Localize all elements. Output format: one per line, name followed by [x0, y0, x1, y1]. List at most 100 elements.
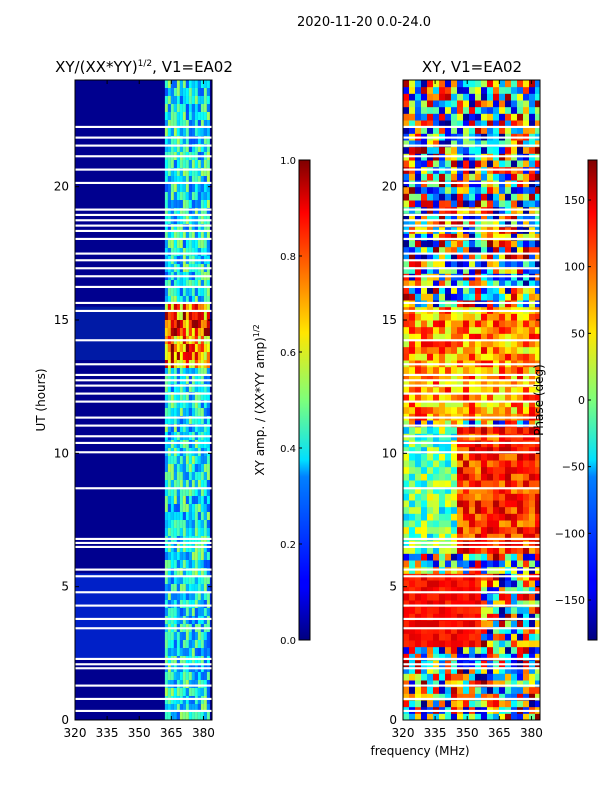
- amplitude-cell: [176, 352, 180, 360]
- phase-cell: [493, 553, 499, 561]
- amplitude-cell: [203, 112, 207, 120]
- amplitude-cell: [197, 280, 201, 288]
- amplitude-cell: [185, 328, 189, 336]
- phase-cell: [493, 446, 499, 454]
- amplitude-cell: [182, 392, 186, 400]
- amplitude-cell: [170, 560, 174, 568]
- phase-cell: [481, 326, 487, 334]
- phase-cell: [469, 446, 475, 454]
- phase-cell: [469, 100, 475, 108]
- amplitude-cell: [176, 456, 180, 464]
- phase-cell: [469, 186, 475, 194]
- phase-cell: [415, 113, 421, 121]
- phase-cell: [403, 620, 409, 628]
- phase-cell: [493, 113, 499, 121]
- phase-cell: [505, 466, 511, 474]
- phase-cell: [487, 173, 493, 181]
- flagged-gap: [75, 219, 212, 222]
- amplitude-cell: [203, 224, 207, 232]
- amplitude-cell: [191, 312, 195, 320]
- phase-cell: [403, 86, 409, 94]
- amplitude-cell: [164, 480, 168, 488]
- amplitude-cell: [197, 648, 201, 656]
- amplitude-cell: [191, 576, 195, 584]
- phase-cell: [403, 353, 409, 361]
- amplitude-cell: [200, 384, 204, 392]
- phase-cell: [409, 113, 415, 121]
- phase-cell: [427, 233, 433, 241]
- phase-cell: [475, 506, 481, 514]
- phase-cell: [481, 93, 487, 101]
- amplitude-cell: [200, 520, 204, 528]
- phase-cell: [517, 313, 523, 321]
- phase-cell: [523, 366, 529, 374]
- amplitude-cell: [197, 496, 201, 504]
- phase-cell: [415, 473, 421, 481]
- phase-cell: [523, 426, 529, 434]
- phase-cell: [433, 120, 439, 128]
- amplitude-cell: [176, 344, 180, 352]
- phase-cell: [469, 126, 475, 134]
- phase-cell: [469, 246, 475, 254]
- phase-cell: [487, 213, 493, 221]
- amplitude-cell: [173, 240, 177, 248]
- amplitude-cell: [194, 648, 198, 656]
- phase-cell: [415, 580, 421, 588]
- amplitude-cell: [185, 96, 189, 104]
- phase-cell: [499, 140, 505, 148]
- amplitude-cell: [200, 344, 204, 352]
- phase-cell: [505, 253, 511, 261]
- phase-cell: [415, 680, 421, 688]
- phase-cell: [481, 353, 487, 361]
- phase-cell: [451, 560, 457, 568]
- phase-cell: [469, 686, 475, 694]
- phase-cell: [493, 613, 499, 621]
- phase-cell: [433, 480, 439, 488]
- flagged-gap: [75, 208, 212, 211]
- phase-cell: [499, 526, 505, 534]
- phase-cell: [493, 380, 499, 388]
- phase-cell: [451, 426, 457, 434]
- amplitude-cell: [170, 672, 174, 680]
- phase-cell: [421, 480, 427, 488]
- amplitude-cell: [191, 288, 195, 296]
- phase-cell: [415, 400, 421, 408]
- phase-cell: [457, 460, 463, 468]
- phase-cell: [535, 80, 540, 88]
- amplitude-cell: [170, 296, 174, 304]
- amplitude-cell: [188, 512, 192, 520]
- amplitude-cell: [182, 464, 186, 472]
- amplitude-cell: [191, 120, 195, 128]
- phase-cell: [427, 186, 433, 194]
- phase-cell: [409, 500, 415, 508]
- amplitude-cell: [182, 704, 186, 712]
- phase-cell: [475, 126, 481, 134]
- amplitude-cell: [188, 560, 192, 568]
- amplitude-cell: [203, 704, 207, 712]
- amplitude-cell: [173, 496, 177, 504]
- amplitude-cell: [203, 408, 207, 416]
- phase-cell: [505, 553, 511, 561]
- phase-cell: [535, 633, 540, 641]
- phase-cell: [469, 666, 475, 674]
- phase-cell: [493, 666, 499, 674]
- phase-cell: [463, 586, 469, 594]
- phase-cell: [469, 326, 475, 334]
- phase-cell: [439, 593, 445, 601]
- phase-cell: [493, 200, 499, 208]
- phase-cell: [487, 200, 493, 208]
- amplitude-cell: [176, 328, 180, 336]
- phase-cell: [535, 526, 540, 534]
- phase-cell: [529, 486, 535, 494]
- amplitude-cell: [200, 368, 204, 376]
- phase-cell: [487, 693, 493, 701]
- phase-cell: [463, 280, 469, 288]
- amplitude-cell: [164, 472, 168, 480]
- phase-cell: [469, 613, 475, 621]
- phase-cell: [421, 333, 427, 341]
- amplitude-cell: [194, 104, 198, 112]
- phase-cell: [439, 520, 445, 528]
- phase-cell: [415, 220, 421, 228]
- phase-cell: [481, 280, 487, 288]
- phase-cell: [421, 100, 427, 108]
